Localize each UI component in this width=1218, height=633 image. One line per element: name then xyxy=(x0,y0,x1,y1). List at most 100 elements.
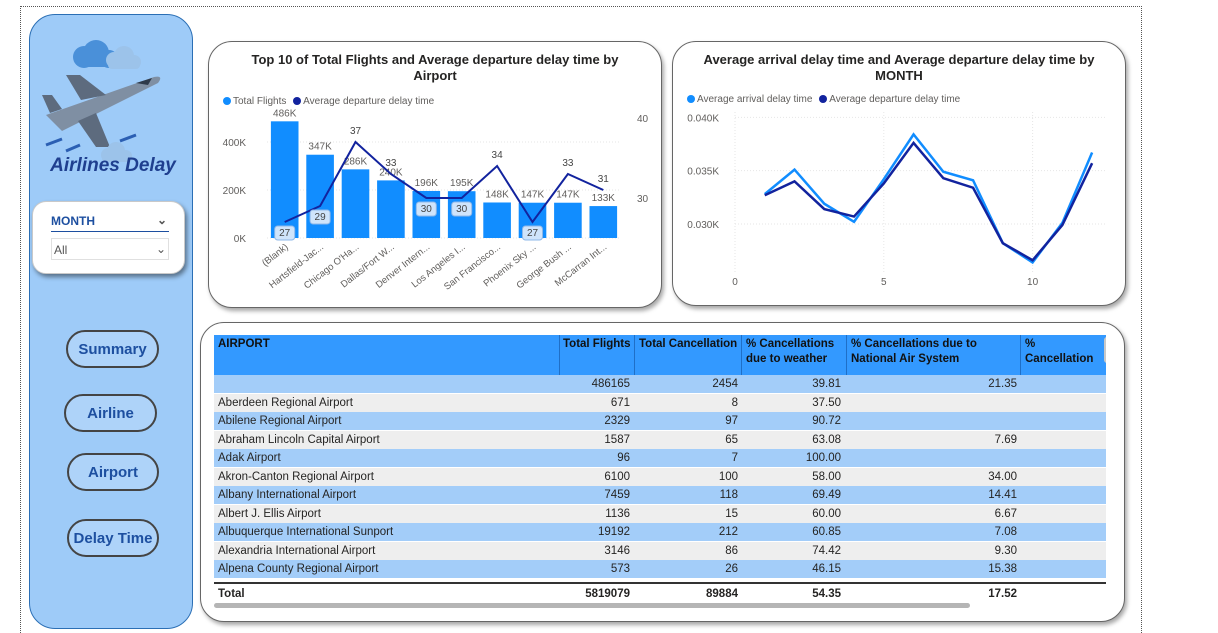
table-row[interactable]: Alpena County Regional Airport 573 26 46.15… xyxy=(214,560,1106,579)
departure-delay-line xyxy=(764,140,1094,262)
table-total-row: Total 5819079 89884 54.35 17.52 xyxy=(214,582,1106,602)
horizontal-scrollbar[interactable] xyxy=(214,603,970,608)
y-tick-label: 0K xyxy=(234,234,247,245)
table-cell: 2454 xyxy=(712,378,738,390)
sidebar: Airlines Delay xyxy=(29,14,193,629)
bar xyxy=(270,121,299,238)
col-pct-cancellation[interactable]: % Cancellation xyxy=(1025,338,1094,365)
combo-chart[interactable]: 400K200K0K4030486K(Blank)347KHartsfield-… xyxy=(209,42,663,309)
table-cell: 21.35 xyxy=(988,378,1017,390)
total-label: Total xyxy=(218,588,245,600)
table-cell: Akron-Canton Regional Airport xyxy=(218,470,374,483)
delay-time-button[interactable]: Delay Time xyxy=(67,519,159,557)
table-cell: 34.00 xyxy=(988,470,1017,483)
table-cell: 26 xyxy=(725,563,738,575)
table-row[interactable]: Albany International Airport 7459 118 69.49… xyxy=(214,486,1106,505)
bar-value-label: 147K xyxy=(556,190,580,201)
table-cell: 7.69 xyxy=(994,433,1017,446)
table-row[interactable]: Abraham Lincoln Capital Airport 1587 65 63.… xyxy=(214,430,1106,449)
table-cell: 212 xyxy=(718,526,738,538)
table-cell: 8 xyxy=(731,396,738,409)
col-pct-weather[interactable]: % Cancellations due to weather xyxy=(746,338,835,365)
table-cell: 19192 xyxy=(598,526,630,538)
table-cell: 97 xyxy=(725,415,738,427)
table-row[interactable]: Adak Airport 96 7 100.00 xyxy=(214,449,1106,468)
table-row[interactable]: Alexandria International Airport 3146 86 74… xyxy=(214,541,1106,560)
chart1-title: Top 10 of Total Flights and Average depa… xyxy=(251,52,619,83)
line-chart[interactable]: 0.040K 0.035K 0.030K 0 5 10 xyxy=(673,42,1127,307)
month-slicer[interactable]: MONTH ⌄ All ⌄ xyxy=(32,201,185,274)
line-value-label: 33 xyxy=(562,158,574,169)
table-cell: 60.85 xyxy=(812,526,841,538)
table-cell: 671 xyxy=(610,396,630,409)
chevron-down-icon[interactable]: ⌄ xyxy=(155,242,166,256)
table-cell: Alpena County Regional Airport xyxy=(218,563,379,575)
table-cell: 1136 xyxy=(605,507,630,520)
bar-value-label: 147K xyxy=(521,190,545,201)
table-cell: 6100 xyxy=(604,470,630,483)
total-pct-nas: 17.52 xyxy=(988,588,1017,600)
table-cell: 90.72 xyxy=(812,415,841,427)
table-cell: 14.41 xyxy=(988,489,1017,501)
table-cell: 486165 xyxy=(591,378,630,390)
line-value-label: 30 xyxy=(421,204,433,215)
slicer-title-label: MONTH xyxy=(51,214,95,228)
brand-title: Airlines Delay xyxy=(50,155,176,176)
bar-value-label: 196K xyxy=(415,178,439,189)
col-total-flights[interactable]: Total Flights xyxy=(563,338,631,350)
table-cell: 9.30 xyxy=(994,544,1017,557)
table-cell: 60.00 xyxy=(812,507,841,520)
airport-button[interactable]: Airport xyxy=(67,453,159,491)
table-row[interactable]: 486165 2454 39.81 21.35 xyxy=(214,375,1106,394)
table-cell: 6.67 xyxy=(994,507,1017,520)
line-label-bg xyxy=(522,225,543,241)
table-cell: 65 xyxy=(725,433,738,446)
y2-tick-label: 30 xyxy=(637,194,649,205)
legend-dot-icon xyxy=(293,97,302,105)
table-cell: 58.00 xyxy=(812,470,841,483)
line-value-label: 34 xyxy=(492,150,504,161)
line-label-bg xyxy=(415,201,437,217)
table-row[interactable]: Albuquerque International Sunport 19192 21… xyxy=(214,523,1106,542)
summary-button[interactable]: Summary xyxy=(66,330,159,368)
airport-table[interactable]: AIRPORT Total Flights Total Cancellation… xyxy=(214,335,1106,605)
table-cell: 37.50 xyxy=(812,396,841,409)
chart2-legend: Average arrival delay time Average depar… xyxy=(687,94,960,105)
table-cell: Albuquerque International Sunport xyxy=(218,526,394,538)
y-tick-label: 200K xyxy=(223,186,247,197)
table-cell: 69.49 xyxy=(812,489,841,501)
col-airport[interactable]: AIRPORT xyxy=(218,338,270,350)
line-value-label: 27 xyxy=(527,228,539,239)
table-cell: 100.00 xyxy=(805,452,841,464)
col-pct-nas[interactable]: % Cancellations due to National Air Syst… xyxy=(851,338,977,365)
chevron-down-icon[interactable]: ⌄ xyxy=(156,213,167,227)
report-canvas xyxy=(20,6,1142,633)
table-row[interactable]: Akron-Canton Regional Airport 6100 100 58.0… xyxy=(214,467,1106,486)
line-value-label: 30 xyxy=(456,204,468,215)
delay-by-month-card: Average arrival delay time and Average d… xyxy=(672,41,1126,306)
vertical-scrollbar[interactable] xyxy=(1104,337,1106,363)
bar xyxy=(306,154,334,238)
x-tick-label: 10 xyxy=(1027,277,1039,288)
bar xyxy=(483,202,511,238)
slicer-dropdown[interactable]: All ⌄ xyxy=(51,238,169,260)
line-label-bg xyxy=(309,209,331,225)
table-cell: Albany International Airport xyxy=(218,489,357,501)
table-row[interactable]: Aberdeen Regional Airport 671 8 37.50 xyxy=(214,393,1106,412)
slicer-selected-value: All xyxy=(54,243,68,257)
table-cell: 3146 xyxy=(604,544,630,557)
chart1-legend: Total Flights Average departure delay ti… xyxy=(223,96,434,107)
line-label-bg xyxy=(274,225,296,241)
airline-button[interactable]: Airline xyxy=(64,394,157,432)
table-row[interactable]: Albert J. Ellis Airport 1136 15 60.00 6.67 xyxy=(214,504,1106,523)
col-total-cancellation[interactable]: Total Cancellation xyxy=(639,338,738,350)
table-row[interactable]: Abilene Regional Airport 2329 97 90.72 xyxy=(214,412,1106,431)
table-cell: 63.08 xyxy=(812,433,841,446)
table-cell: 74.42 xyxy=(812,544,841,557)
x-tick-label: 0 xyxy=(732,277,738,288)
line-value-label: 27 xyxy=(279,228,291,239)
table-cell: 1587 xyxy=(604,433,630,446)
legend-label: Average departure delay time xyxy=(303,96,435,107)
legend-dot-icon xyxy=(687,95,695,103)
y-tick-label: 400K xyxy=(223,138,247,149)
